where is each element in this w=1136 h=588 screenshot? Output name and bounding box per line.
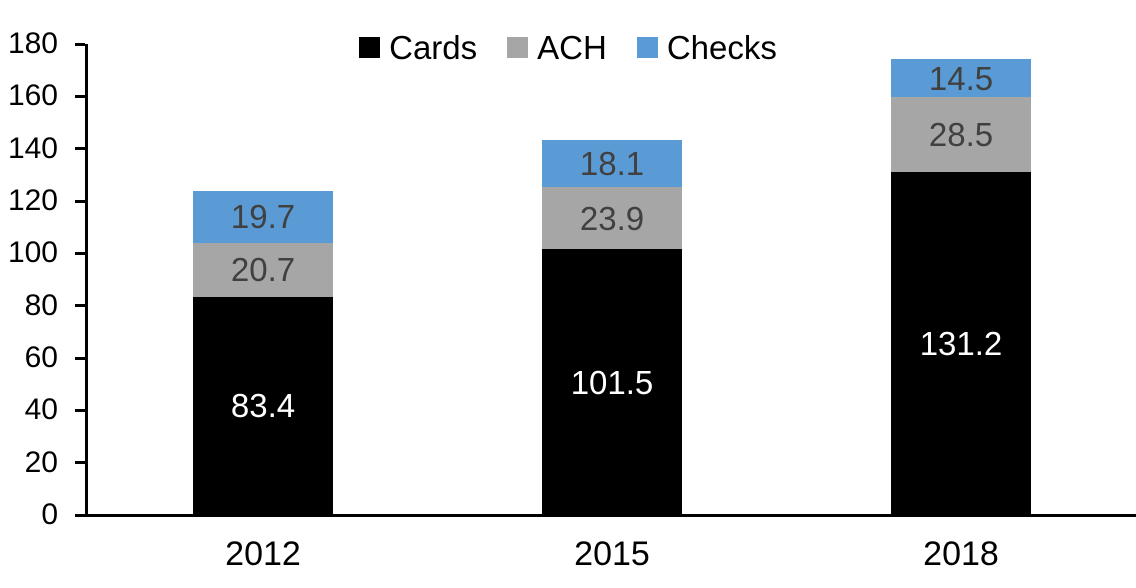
bar-2012: 83.4 20.7 19.7 <box>193 191 333 515</box>
segment-value-label: 23.9 <box>579 199 645 237</box>
legend-item-checks: Checks <box>636 28 777 66</box>
segment-value-label: 18.1 <box>579 144 645 182</box>
y-tick-label: 100 <box>7 236 58 269</box>
legend-item-cards: Cards <box>359 31 477 64</box>
bar-segment-checks: 19.7 <box>193 191 333 243</box>
y-tick-label: 40 <box>24 393 58 426</box>
x-axis-label-2012: 2012 <box>225 535 301 573</box>
bar-segment-cards: 131.2 <box>891 171 1031 515</box>
y-tick-label: 160 <box>7 79 58 112</box>
y-tick-label: 60 <box>24 341 58 374</box>
segment-value-label: 101.5 <box>570 363 654 401</box>
bar-2018: 131.2 28.5 14.5 <box>891 59 1031 515</box>
y-tick-mark <box>75 43 85 46</box>
x-axis-label-2018: 2018 <box>923 535 999 573</box>
legend-label: Cards <box>389 28 478 66</box>
plot-area: 83.4 20.7 19.7 101.5 23.9 18.1 131.2 28.5 14.5 <box>88 44 1136 515</box>
y-tick-label: 180 <box>7 27 58 60</box>
y-tick-mark <box>75 461 85 464</box>
y-tick-label: 120 <box>7 184 58 217</box>
bar-segment-ach: 23.9 <box>542 186 682 250</box>
y-tick-mark <box>75 147 85 150</box>
y-tick-label: 140 <box>7 132 58 165</box>
y-tick-label: 0 <box>41 498 58 531</box>
y-tick-mark <box>75 200 85 203</box>
segment-value-label: 19.7 <box>230 198 296 236</box>
legend-swatch-checks <box>636 36 658 58</box>
chart-legend: Cards ACH Checks <box>0 26 1136 68</box>
bar-segment-checks: 14.5 <box>891 59 1031 98</box>
y-tick-mark <box>75 409 85 412</box>
y-tick-label: 20 <box>24 446 58 479</box>
bar-segment-ach: 20.7 <box>193 242 333 297</box>
bar-segment-cards: 83.4 <box>193 296 333 515</box>
legend-label: ACH <box>537 28 607 66</box>
segment-value-label: 131.2 <box>919 324 1003 362</box>
segment-value-label: 14.5 <box>928 59 994 97</box>
legend-item-ach: ACH <box>507 31 607 64</box>
x-axis-line <box>85 514 1136 517</box>
bar-segment-cards: 101.5 <box>542 249 682 515</box>
segment-value-label: 83.4 <box>230 387 296 425</box>
y-tick-mark <box>75 95 85 98</box>
y-axis-line <box>85 44 88 517</box>
y-tick-mark <box>75 252 85 255</box>
y-tick-mark <box>75 304 85 307</box>
legend-swatch-ach <box>507 36 529 58</box>
bar-2015: 101.5 23.9 18.1 <box>542 139 682 515</box>
y-tick-label: 80 <box>24 289 58 322</box>
legend-label: Checks <box>666 28 777 66</box>
legend-swatch-cards <box>359 36 381 58</box>
x-axis-label-2015: 2015 <box>574 535 650 573</box>
segment-value-label: 28.5 <box>928 115 994 153</box>
bar-segment-checks: 18.1 <box>542 139 682 187</box>
bar-segment-ach: 28.5 <box>891 97 1031 172</box>
y-tick-mark <box>75 357 85 360</box>
segment-value-label: 20.7 <box>230 251 296 289</box>
y-tick-mark <box>75 514 85 517</box>
